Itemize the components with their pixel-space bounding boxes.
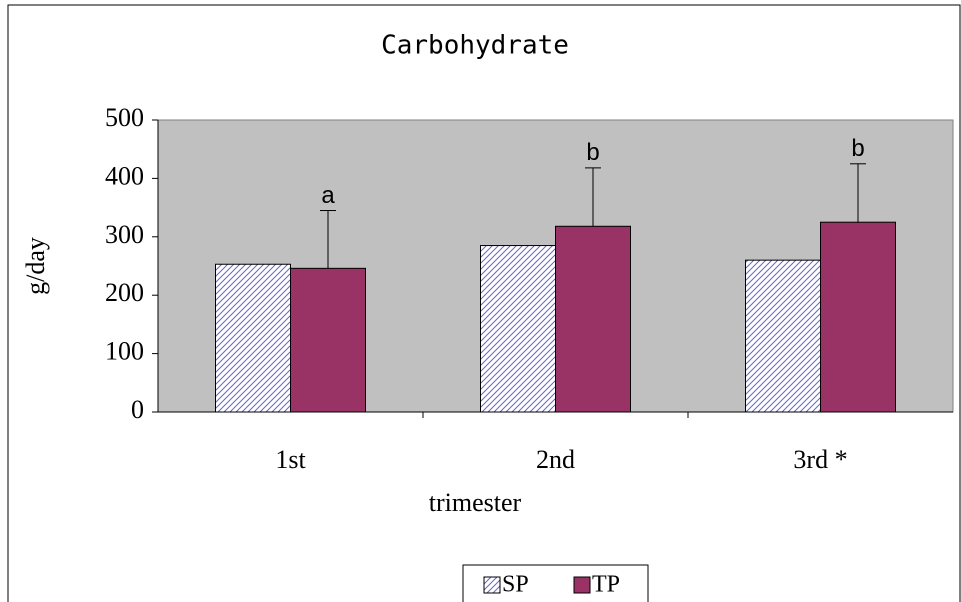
bar	[745, 259, 821, 413]
legend-label: SP	[502, 572, 529, 598]
legend-swatch	[573, 576, 591, 594]
y-tick-label: 400	[105, 161, 144, 190]
bar	[290, 267, 366, 413]
y-tick-label: 200	[105, 278, 144, 307]
x-tick-label: 1st	[275, 445, 306, 474]
annotation: b	[851, 135, 864, 162]
x-tick-label: 2nd	[536, 445, 575, 474]
annotation: a	[321, 182, 335, 209]
bar	[820, 221, 896, 413]
y-axis-label: g/day	[21, 237, 50, 295]
legend-swatch	[483, 576, 501, 594]
y-tick-label: 300	[105, 220, 144, 249]
legend-label: TP	[592, 572, 620, 598]
annotation: b	[586, 139, 599, 166]
bar	[215, 263, 291, 413]
bar	[555, 225, 631, 413]
chart-title: Carbohydrate	[381, 31, 569, 61]
x-tick-label: 3rd *	[793, 445, 847, 474]
y-tick-label: 100	[105, 337, 144, 366]
x-axis-label: trimester	[429, 488, 522, 517]
bar	[480, 245, 556, 413]
y-tick-label: 500	[105, 103, 144, 132]
y-tick-label: 0	[131, 395, 144, 424]
